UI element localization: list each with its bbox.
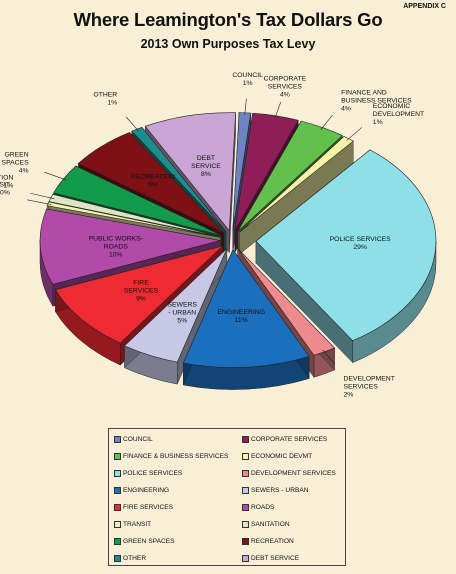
legend-item: FIRE SERVICES [114, 499, 242, 516]
legend-swatch [114, 555, 121, 562]
slice-label: DEVELOPMENT SERVICES 2% [343, 376, 394, 399]
legend-label: FINANCE & BUSINESS SERVICES [123, 453, 229, 460]
leader-line [30, 192, 55, 199]
legend-swatch [242, 453, 249, 460]
legend-swatch [114, 487, 121, 494]
slice-label: PUBLIC WORKS-ROADS 10% [89, 235, 143, 258]
leader-line [346, 127, 363, 141]
legend-item: COUNCIL [114, 431, 242, 448]
legend-item: POLICE SERVICES [114, 465, 242, 482]
appendix-label: APPENDIX C [403, 3, 446, 10]
legend-swatch [114, 504, 121, 511]
pie-chart: COUNCIL 1%CORPORATE SERVICES 4% FINANCE AND B… [0, 72, 437, 399]
legend-label: COUNCIL [123, 436, 153, 443]
leader-line [44, 171, 67, 181]
legend-label: GREEN SPACES [123, 538, 175, 545]
legend-swatch [242, 436, 249, 443]
legend-swatch [114, 470, 121, 477]
chart-legend: COUNCIL CORPORATE SERVICES FINANCE & BUSIN… [108, 428, 346, 566]
slice-label: CORPORATE SERVICES 4% [264, 75, 307, 98]
slice-label: RECREATION 6% [131, 174, 175, 189]
slice-label: FINANCE AND BUSINESS SERVICES 4% [341, 90, 412, 113]
legend-item: OTHER [114, 550, 242, 567]
legend-item: SANITATION [242, 516, 350, 533]
slice-label: ECONOMIC DEVELOPMENT 1% [373, 103, 424, 126]
legend-item: ECONOMIC DEVMT [242, 448, 350, 465]
slice-label: OTHER 1% [93, 92, 117, 107]
slice-label: ENGINEERING 11% [217, 309, 265, 324]
legend-swatch [114, 453, 121, 460]
legend-swatch [242, 555, 249, 562]
chart-subtitle: 2013 Own Purposes Tax Levy [140, 37, 316, 51]
pie-slice-police-services [255, 149, 437, 364]
pie-slice-top [255, 149, 437, 342]
legend-swatch [242, 504, 249, 511]
pie-slice-top [77, 132, 225, 234]
legend-label: CORPORATE SERVICES [251, 436, 328, 443]
legend-item: DEVELOPMENT SERVICES [242, 465, 350, 482]
legend-label: SEWERS - URBAN [251, 487, 309, 494]
legend-label: ENGINEERING [123, 487, 170, 494]
leader-line [322, 349, 336, 365]
leader-line [320, 114, 333, 130]
legend-item: CORPORATE SERVICES [242, 431, 350, 448]
slice-label: SEWERS - URBAN 5% [167, 302, 197, 325]
leader-line [27, 199, 52, 205]
legend-swatch [114, 538, 121, 545]
legend-swatch [242, 487, 249, 494]
slice-label: DEBT SERVICE 8% [191, 155, 221, 178]
pie-slice-top [124, 248, 228, 363]
slice-label: GREEN SPACES 4% [2, 152, 30, 175]
slice-label: TRANSIT0% [0, 181, 10, 196]
leader-line [244, 98, 247, 116]
slice-label: POLICE SERVICES 29% [330, 236, 392, 251]
leader-line [274, 101, 282, 119]
legend-label: OTHER [123, 555, 147, 562]
legend-swatch [242, 521, 249, 528]
slice-label: FIRE SERVICES 9% [124, 280, 159, 303]
legend-swatch [242, 470, 249, 477]
pie-slice-top [182, 248, 310, 368]
legend-item: SEWERS - URBAN [242, 482, 350, 499]
slice-label: SANITATION1% [0, 174, 13, 189]
legend-label: FIRE SERVICES [123, 504, 174, 511]
legend-label: ROADS [251, 504, 275, 511]
legend-item: DEBT SERVICE [242, 550, 350, 567]
legend-label: POLICE SERVICES [123, 470, 183, 477]
legend-swatch [114, 436, 121, 443]
chart-title: Where Leamington's Tax Dollars Go [73, 9, 383, 30]
legend-swatch [242, 538, 249, 545]
pie-slice-top [39, 208, 221, 285]
legend-item: ENGINEERING [114, 482, 242, 499]
legend-label: DEVELOPMENT SERVICES [251, 470, 336, 477]
leader-line [125, 116, 139, 132]
pie-slice-top [55, 245, 223, 344]
legend-item: GREEN SPACES [114, 533, 242, 550]
legend-label: DEBT SERVICE [251, 555, 300, 562]
legend-label: RECREATION [251, 538, 294, 545]
pie-slice-engineering [182, 248, 310, 390]
legend-item: ROADS [242, 499, 350, 516]
legend-label: TRANSIT [123, 521, 152, 528]
pie-slice-top [144, 112, 236, 232]
legend-label: SANITATION [251, 521, 290, 528]
legend-label: ECONOMIC DEVMT [251, 453, 313, 460]
legend-item: FINANCE & BUSINESS SERVICES [114, 448, 242, 465]
legend-item: TRANSIT [114, 516, 242, 533]
legend-item: RECREATION [242, 533, 350, 550]
slice-label: COUNCIL 1% [232, 72, 263, 87]
legend-swatch [114, 521, 121, 528]
